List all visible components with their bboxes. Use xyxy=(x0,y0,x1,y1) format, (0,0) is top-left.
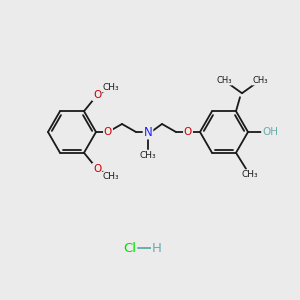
Text: CH₃: CH₃ xyxy=(103,83,119,92)
Text: O: O xyxy=(184,127,192,137)
Text: CH₃: CH₃ xyxy=(252,76,268,85)
Text: CH₃: CH₃ xyxy=(242,170,258,179)
Text: H: H xyxy=(152,242,162,254)
Text: O: O xyxy=(93,164,101,174)
Text: CH₃: CH₃ xyxy=(216,76,232,85)
Text: O: O xyxy=(104,127,112,137)
Text: N: N xyxy=(144,125,152,139)
Text: CH₃: CH₃ xyxy=(140,151,156,160)
Text: O: O xyxy=(93,90,101,100)
Text: CH₃: CH₃ xyxy=(103,172,119,181)
Text: Cl: Cl xyxy=(124,242,136,254)
Text: OH: OH xyxy=(262,127,278,137)
